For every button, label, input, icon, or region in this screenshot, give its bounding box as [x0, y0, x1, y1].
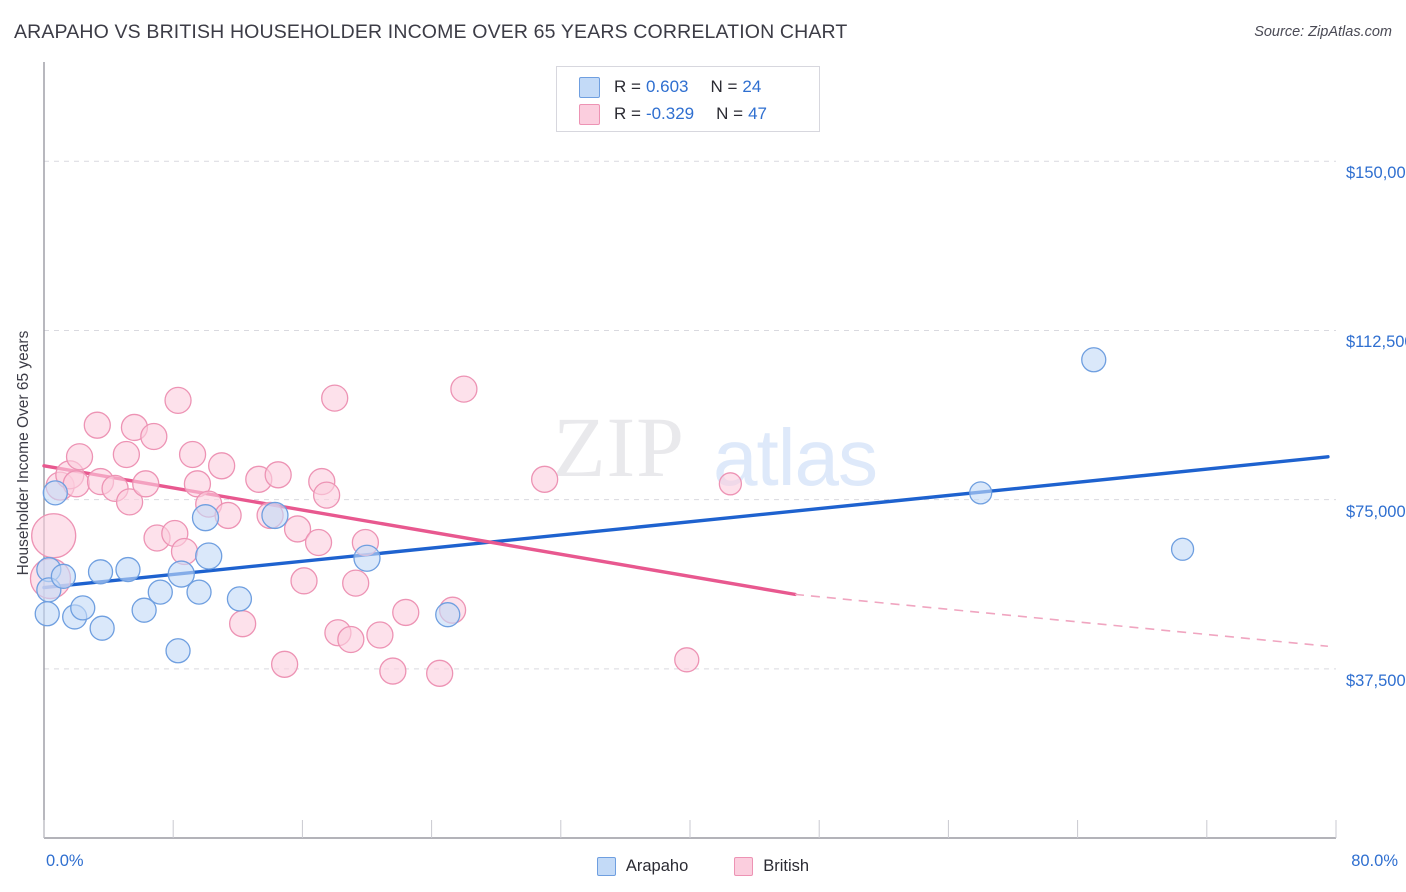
x-tick-label-max: 80.0%: [1351, 852, 1398, 870]
data-point-british-38: [379, 657, 407, 685]
data-point-arapaho-22: [1170, 537, 1195, 561]
data-point-british-33: [304, 528, 333, 557]
data-point-british-12: [132, 470, 160, 498]
data-point-british-28: [290, 567, 318, 595]
data-point-british-26: [270, 650, 299, 678]
data-point-british-21: [214, 501, 242, 530]
data-point-british-40: [426, 659, 454, 687]
data-point-british-45: [674, 647, 700, 673]
data-point-arapaho-15: [195, 542, 223, 570]
data-point-british-16: [178, 440, 207, 469]
source-attribution: Source: ZipAtlas.com: [1254, 24, 1392, 40]
y-tick-label-3: $37,500: [1346, 671, 1406, 690]
data-point-british-6: [83, 411, 111, 439]
stats-r-label-arapaho: R =: [614, 77, 641, 96]
data-point-british-4: [65, 443, 94, 471]
stats-swatch-british-icon: [579, 103, 600, 125]
data-point-british-46: [140, 422, 168, 451]
data-point-british-25: [264, 461, 292, 489]
data-point-british-31: [321, 384, 349, 412]
stats-r-value-british: -0.329: [645, 104, 695, 123]
legend-swatch-british-icon: [734, 856, 754, 876]
data-point-arapaho-21: [1081, 347, 1107, 373]
data-point-british-43: [531, 465, 559, 493]
y-tick-label-2: $75,000: [1346, 502, 1406, 521]
data-point-british-44: [718, 472, 743, 496]
legend-item-british[interactable]: British: [734, 856, 810, 876]
data-point-british-10: [112, 440, 141, 469]
data-point-arapaho-13: [186, 579, 212, 605]
stats-n-value-arapaho: 24: [742, 77, 762, 96]
trendline-british: [42, 464, 797, 597]
series-legend: Arapaho British: [0, 851, 1406, 881]
data-point-arapaho-17: [261, 501, 289, 530]
stats-n-label-arapaho: N =: [710, 77, 738, 96]
data-point-arapaho-14: [191, 504, 220, 532]
y-tick-label-0: $150,000: [1346, 164, 1406, 183]
data-point-arapaho-8: [115, 556, 141, 583]
data-point-arapaho-9: [131, 597, 157, 623]
data-point-british-35: [342, 569, 370, 597]
stats-row-british: R = -0.329 N = 47: [557, 100, 821, 128]
data-point-arapaho-19: [435, 602, 461, 628]
data-point-british-34: [337, 625, 365, 654]
data-point-arapaho-18: [353, 544, 381, 572]
stats-row-arapaho: R = 0.603 N = 24: [557, 73, 821, 101]
stats-r-label-british: R =: [614, 104, 641, 123]
trendline-arapaho: [42, 455, 1330, 590]
legend-swatch-arapaho-icon: [596, 856, 616, 876]
data-point-british-0: [31, 513, 77, 559]
data-point-british-27: [283, 515, 312, 543]
data-point-arapaho-20: [969, 481, 993, 505]
watermark-zip: ZIP: [553, 399, 685, 495]
data-point-arapaho-16: [226, 586, 253, 612]
data-point-arapaho-6: [89, 615, 115, 641]
stats-n-value-british: 47: [748, 104, 767, 123]
legend-label-british: British: [763, 856, 810, 875]
y-tick-label-1: $112,500: [1346, 333, 1406, 352]
stats-swatch-arapaho-icon: [579, 76, 600, 98]
data-point-arapaho-7: [87, 559, 114, 585]
data-point-british-11: [115, 488, 144, 516]
stats-r-value-arapaho: 0.603: [645, 77, 689, 96]
data-point-arapaho-11: [165, 638, 191, 664]
data-point-arapaho-0: [42, 480, 68, 506]
data-point-british-42: [450, 375, 478, 403]
data-point-british-14: [164, 386, 192, 415]
data-point-arapaho-5: [70, 595, 96, 621]
data-point-arapaho-12: [167, 560, 195, 588]
data-point-british-37: [366, 621, 394, 649]
data-point-british-18: [170, 537, 199, 566]
data-point-british-22: [228, 610, 257, 638]
data-point-british-30: [312, 481, 341, 509]
legend-label-arapaho: Arapaho: [625, 856, 689, 875]
correlation-stats-legend: R = 0.603 N = 24 R = -0.329 N = 47: [556, 66, 820, 132]
legend-item-arapaho[interactable]: Arapaho: [596, 856, 689, 876]
data-point-arapaho-3: [34, 601, 60, 627]
data-point-british-20: [207, 452, 236, 480]
trendline-projection-british: [794, 593, 1329, 648]
data-point-british-39: [392, 598, 420, 627]
x-tick-label-min: 0.0%: [46, 852, 84, 870]
data-point-arapaho-10: [147, 579, 173, 605]
data-point-arapaho-23: [50, 563, 77, 589]
stats-n-label-british: N =: [716, 104, 744, 123]
page-title: ARAPAHO VS BRITISH HOUSEHOLDER INCOME OV…: [14, 21, 848, 43]
